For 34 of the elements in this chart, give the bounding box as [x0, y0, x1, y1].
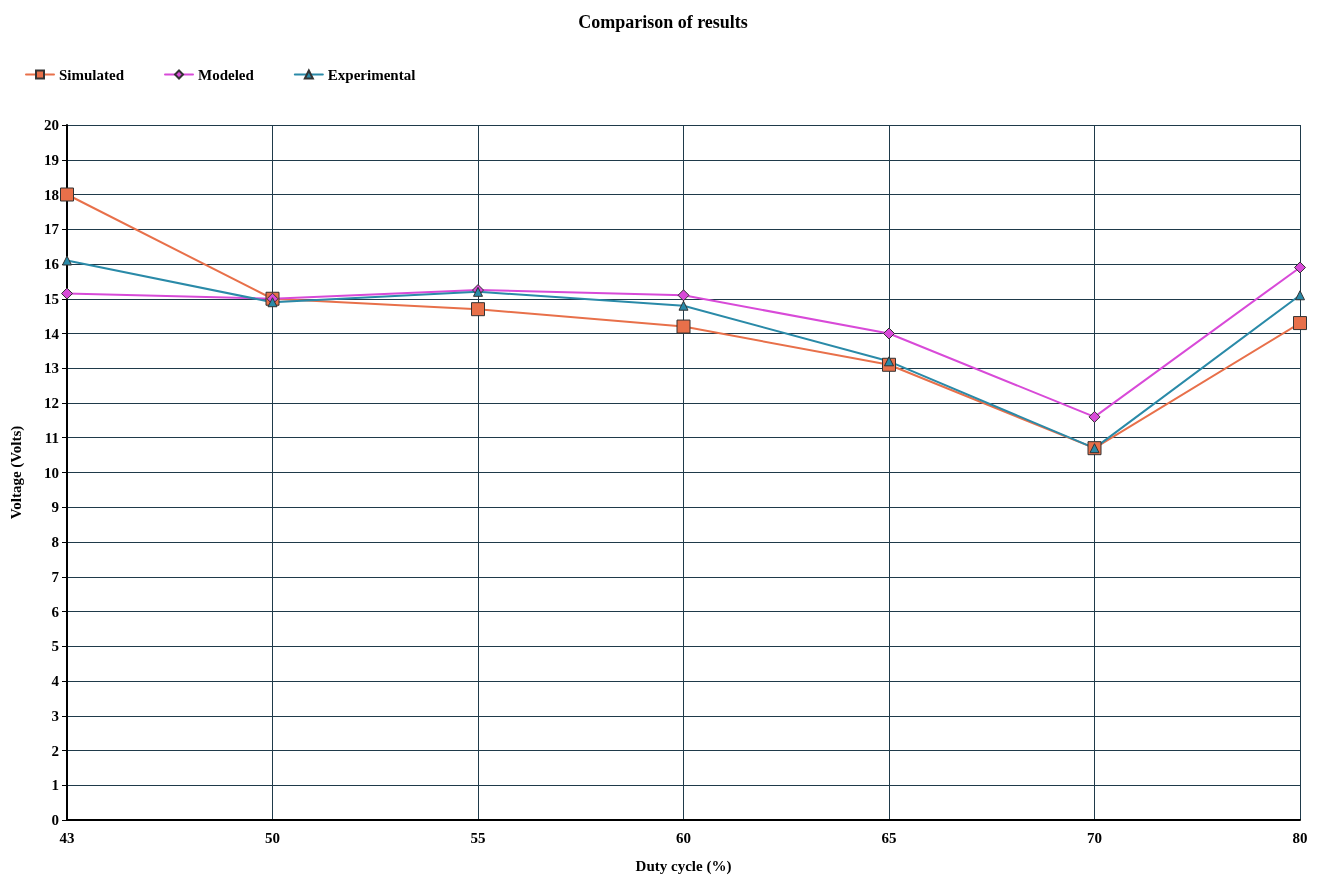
y-tick-label: 20 [44, 117, 59, 133]
y-tick-label: 16 [44, 256, 60, 272]
y-tick-label: 3 [51, 707, 59, 724]
x-tick-label: 60 [676, 829, 691, 846]
y-tick-label: 10 [44, 464, 59, 481]
chart-title: Comparison of results [578, 12, 748, 32]
y-tick-label: 19 [44, 151, 59, 168]
x-axis-title: Duty cycle (%) [635, 857, 732, 875]
y-tick-label: 12 [44, 395, 59, 411]
x-tick-label: 65 [881, 829, 897, 846]
legend-label: Simulated [59, 66, 125, 83]
y-tick-label: 13 [44, 360, 59, 377]
y-tick-label: 15 [44, 290, 59, 307]
y-axis-title: Voltage (Volts) [7, 425, 25, 520]
y-tick-label: 8 [51, 534, 59, 550]
x-tick-label: 70 [1087, 829, 1102, 846]
legend-label: Modeled [198, 66, 255, 83]
y-tick-label: 9 [51, 499, 59, 516]
y-tick-label: 4 [51, 673, 60, 689]
x-tick-label: 43 [59, 829, 75, 846]
x-tick-label: 55 [470, 829, 486, 846]
x-tick-label: 80 [1292, 829, 1308, 846]
y-tick-label: 18 [44, 186, 59, 203]
y-tick-label: 0 [51, 812, 59, 828]
y-tick-label: 6 [51, 603, 60, 620]
y-tick-label: 7 [51, 568, 60, 585]
y-tick-label: 11 [44, 429, 59, 446]
x-tick-label: 50 [265, 829, 280, 846]
y-tick-label: 1 [51, 777, 59, 794]
y-tick-label: 5 [51, 638, 59, 655]
y-tick-label: 14 [44, 325, 60, 342]
legend-label: Experimental [327, 66, 416, 83]
y-tick-label: 2 [51, 742, 59, 759]
y-tick-label: 17 [44, 221, 60, 238]
